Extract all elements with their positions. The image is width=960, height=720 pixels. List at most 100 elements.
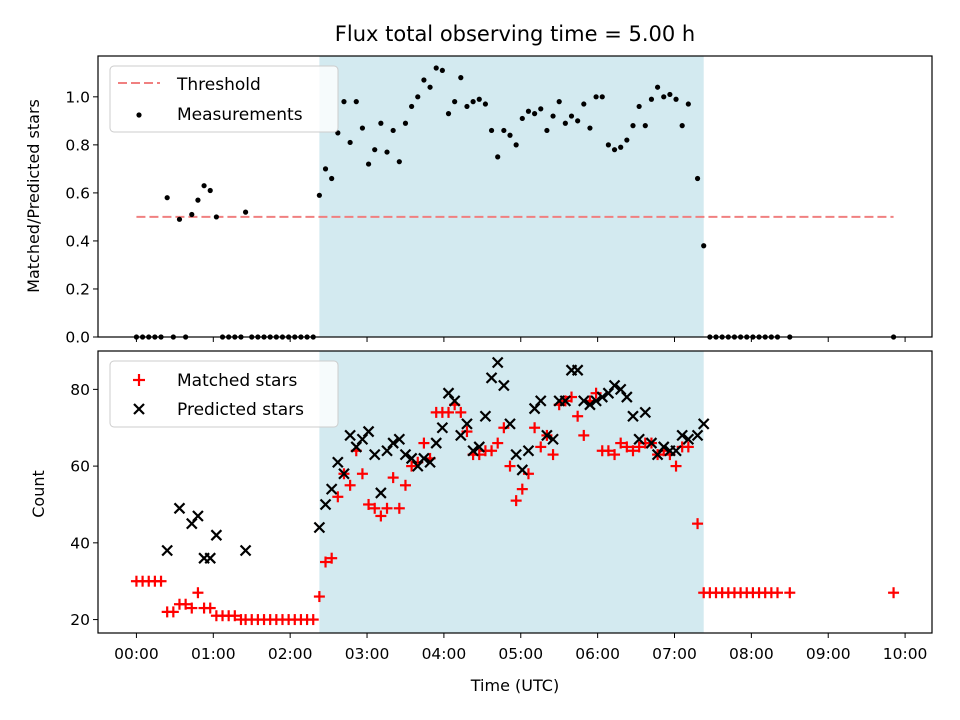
predicted-star-point	[670, 444, 682, 457]
matched-star-point	[443, 406, 455, 418]
matched-star-point	[387, 472, 399, 484]
predicted-star-point	[173, 502, 186, 515]
matched-star-point	[167, 606, 179, 618]
measurement-point	[544, 127, 550, 134]
matched-star-point	[578, 429, 590, 441]
predicted-star-point	[448, 395, 461, 407]
matched-star-point	[344, 479, 356, 491]
predicted-star-point	[596, 391, 609, 403]
y-tick-label: 80	[70, 381, 90, 399]
ratio-panel: 0.0 0.2 0.4 0.6 0.8 1.0 Threshold Measurement…	[24, 22, 933, 347]
matched-star-point	[418, 437, 430, 449]
y-tick-label: 60	[70, 458, 90, 476]
matched-star-point	[504, 460, 516, 472]
measurement-point	[421, 77, 427, 83]
matched-star-point	[771, 587, 783, 599]
plot-frame	[97, 350, 933, 634]
measurement-point	[458, 75, 464, 81]
matched-star-point	[535, 441, 547, 453]
measurement-point	[329, 175, 335, 182]
measurement-point	[513, 142, 519, 148]
matched-star-point	[621, 441, 633, 453]
measurement-point	[365, 161, 372, 167]
predicted-star-point	[368, 448, 381, 461]
y-axis-ticks: 20 40 60 80	[70, 381, 98, 629]
matched-star-point	[229, 610, 241, 622]
predicted-star-point	[399, 448, 412, 461]
predicted-star-point	[430, 437, 442, 449]
predicted-star-point	[332, 456, 344, 469]
measurement-point	[242, 209, 249, 215]
matched-star-point	[369, 502, 381, 514]
predicted-star-point	[676, 429, 688, 442]
measurement-point	[322, 166, 329, 172]
predicted-star-point	[621, 391, 633, 403]
measurement-point	[611, 147, 618, 153]
measurement-point	[593, 94, 599, 100]
measurement-point	[532, 111, 538, 117]
predicted-star-point	[522, 444, 535, 457]
matched-star-point	[682, 441, 694, 453]
matched-star-point	[326, 552, 338, 564]
predicted-star-point	[424, 456, 436, 469]
legend-matched-label: Matched stars	[177, 371, 297, 391]
legend-predicted-swatch	[133, 403, 145, 415]
matched-star-point	[307, 614, 319, 626]
matched-star-point	[633, 441, 645, 453]
measurement-point	[694, 175, 701, 182]
y-tick-label: 20	[70, 611, 90, 629]
predicted-star-point	[210, 529, 223, 541]
matched-star-point	[602, 445, 614, 457]
measurement-point	[575, 118, 581, 124]
legend-matched-swatch	[133, 374, 145, 386]
measurement-point	[372, 147, 378, 153]
measurement-point	[409, 103, 415, 110]
count-points	[130, 356, 900, 626]
measurement-point	[495, 154, 501, 160]
measurement-point	[402, 120, 409, 126]
measurement-point	[685, 101, 691, 107]
matched-star-point	[784, 587, 796, 599]
measurement-point	[341, 99, 347, 105]
predicted-star-point	[491, 356, 504, 369]
measurement-point	[507, 132, 513, 138]
measurement-point	[415, 94, 421, 100]
matched-star-point	[627, 445, 639, 457]
x-tick-label: 04:00	[422, 645, 467, 663]
matched-star-point	[406, 460, 418, 472]
predicted-star-point	[362, 425, 375, 438]
matched-star-point	[692, 518, 704, 530]
predicted-star-point	[319, 498, 332, 511]
measurement-point	[642, 123, 648, 129]
measurement-point	[427, 84, 433, 90]
matched-star-point	[192, 587, 204, 599]
measurement-point	[599, 94, 605, 100]
predicted-star-point	[516, 464, 529, 476]
matched-star-point	[529, 422, 541, 434]
legend-frame	[109, 360, 339, 428]
x-tick-label: 02:00	[268, 645, 313, 663]
measurement-point	[679, 123, 685, 129]
matched-star-point	[204, 602, 216, 614]
y-tick-label: 0.6	[65, 184, 90, 202]
matched-star-point	[356, 468, 368, 480]
measurement-point	[470, 99, 476, 105]
predicted-star-point	[657, 441, 670, 453]
matched-star-point	[332, 491, 344, 503]
measurement-point	[630, 123, 636, 129]
measurement-point	[316, 192, 322, 198]
matched-star-point	[547, 449, 559, 461]
measurement-point	[618, 144, 624, 150]
measurement-point	[550, 113, 556, 119]
measurement-point	[439, 67, 445, 74]
predicted-star-point	[697, 418, 710, 430]
predicted-star-point	[510, 448, 522, 461]
matched-star-point	[313, 591, 325, 603]
matched-star-point	[492, 437, 504, 449]
measurement-point	[390, 127, 396, 134]
x-tick-label: 09:00	[806, 645, 851, 663]
matched-star-point	[615, 437, 627, 449]
measurement-point	[201, 183, 207, 189]
measurement-point	[195, 197, 201, 203]
